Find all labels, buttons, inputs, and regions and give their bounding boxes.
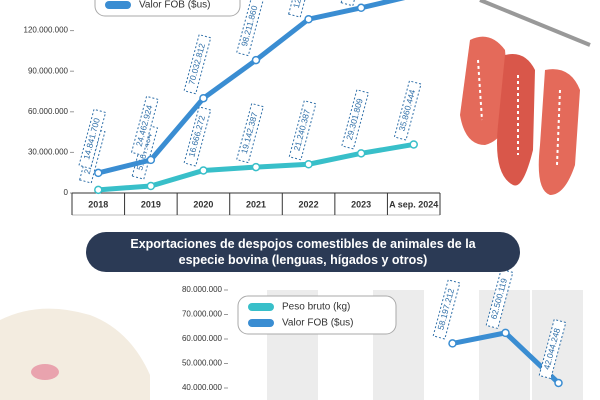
column-band	[479, 290, 530, 400]
legend-label: Valor FOB ($us)	[139, 0, 211, 11]
y-tick-label: 70.000.000	[182, 310, 223, 319]
data-point	[146, 155, 156, 165]
y-tick-label: 50.000.000	[182, 359, 223, 368]
y-tick-label: 80.000.000	[182, 285, 223, 294]
legend-swatch	[248, 303, 274, 311]
x-tick-label: 2018	[88, 199, 108, 209]
meat-illustration	[460, 0, 591, 195]
value-label-box	[432, 279, 461, 340]
y-tick-label: 40.000.000	[182, 383, 223, 392]
data-point	[554, 378, 563, 388]
value-label-box	[341, 89, 370, 150]
value-label-box	[236, 102, 264, 164]
value-label-box	[130, 95, 159, 157]
x-tick-label: 2019	[141, 199, 161, 209]
data-point	[356, 149, 366, 158]
data-point	[199, 93, 208, 103]
data-point	[251, 55, 261, 65]
legend-swatch	[105, 1, 131, 9]
y-tick-label: 120.000.000	[24, 26, 69, 35]
legend-label: Peso bruto (kg)	[282, 302, 350, 313]
x-tick-label: 2022	[299, 199, 319, 209]
data-point	[251, 162, 261, 172]
value-label-box	[183, 34, 212, 95]
x-tick-label: 2023	[351, 199, 371, 209]
value-label-box	[236, 0, 264, 57]
value-label-box	[183, 106, 212, 167]
x-tick-label: 2021	[246, 199, 266, 209]
data-point	[448, 339, 457, 348]
value-label-box	[131, 124, 159, 180]
x-tick-label: A sep. 2024	[389, 199, 438, 209]
data-point	[199, 166, 208, 175]
value-label-box	[538, 318, 567, 380]
cow-illustration	[0, 308, 150, 400]
data-point	[409, 140, 418, 149]
data-point	[304, 160, 313, 169]
data-point	[94, 168, 103, 178]
legend-box	[237, 295, 397, 335]
y-tick-label: 30.000.000	[28, 148, 69, 157]
data-point	[304, 14, 313, 24]
x-tick-label: 2020	[193, 199, 213, 209]
data-point	[501, 328, 510, 338]
chart-title: Exportaciones de despojos comestibles de…	[86, 232, 520, 272]
legend-label: Valor FOB ($us)	[282, 318, 354, 329]
y-tick-label: 60.000.000	[28, 107, 69, 116]
data-point	[94, 185, 103, 195]
y-tick-label: 90.000.000	[28, 66, 69, 75]
data-point	[356, 3, 366, 13]
y-tick-label: 0	[64, 188, 69, 197]
data-point	[146, 181, 156, 191]
value-label-box	[393, 80, 422, 141]
value-label-box	[288, 100, 317, 161]
legend-box	[94, 0, 241, 17]
value-label-box	[340, 0, 370, 7]
value-label-box	[485, 268, 514, 330]
value-label-box	[288, 0, 318, 18]
value-label-box	[78, 108, 107, 170]
legend-swatch	[248, 319, 274, 327]
y-tick-label: 60.000.000	[182, 334, 223, 343]
